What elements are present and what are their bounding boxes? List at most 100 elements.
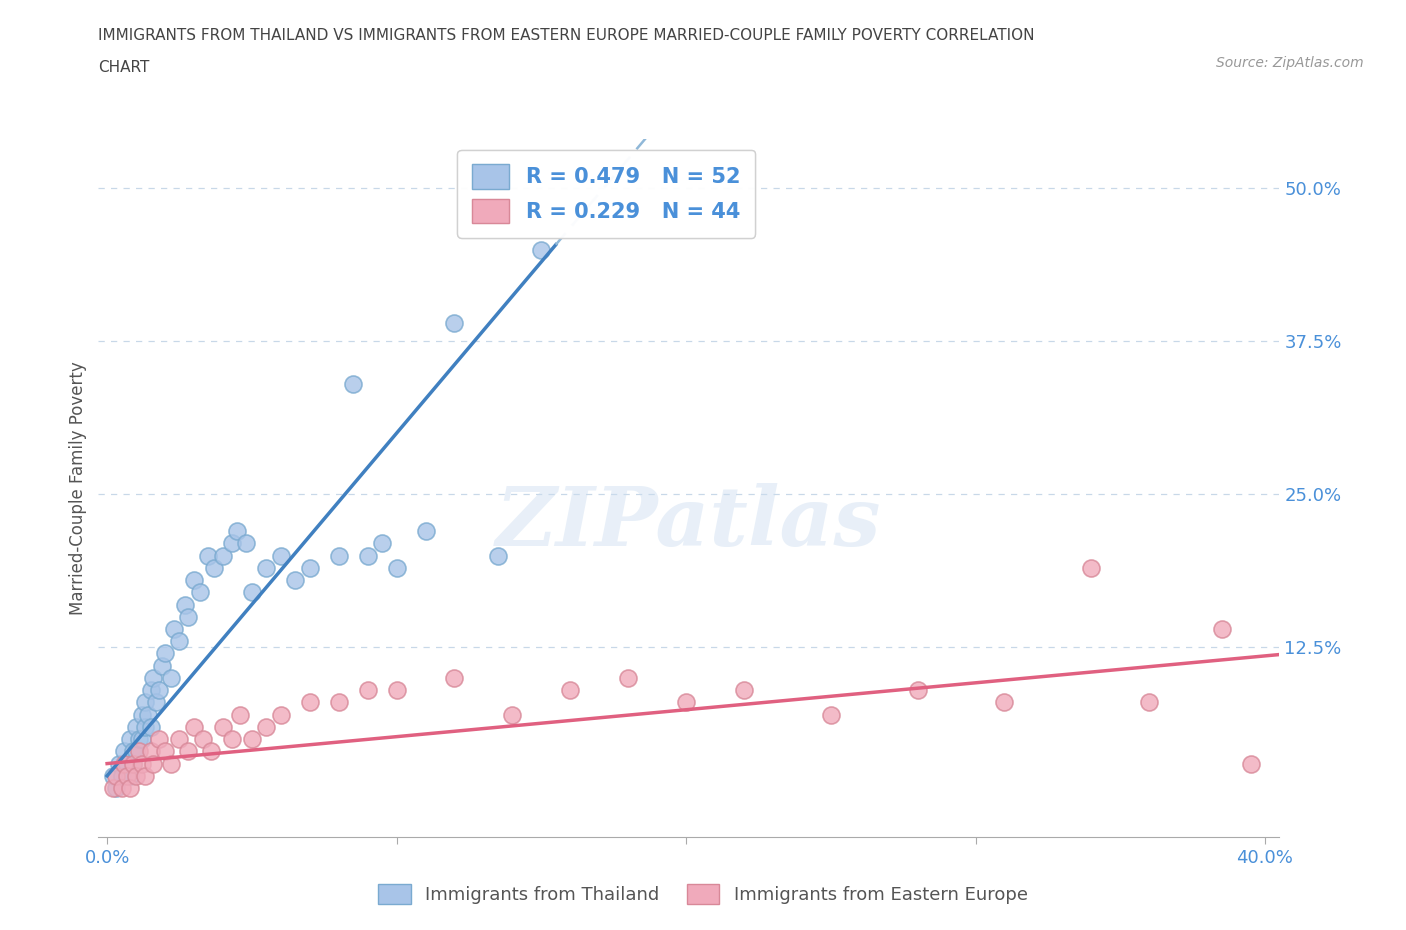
Point (142, 671, 165, 685)
Point (443, 671, 465, 685)
Point (1137, 695, 1160, 710)
Point (270, 548, 292, 563)
Point (560, 683, 582, 698)
Point (240, 732, 263, 747)
Point (128, 732, 150, 747)
Point (134, 695, 156, 710)
Point (107, 756, 129, 771)
Point (342, 377, 364, 392)
Point (385, 561, 408, 576)
Point (139, 720, 162, 735)
Point (328, 695, 350, 710)
Point (114, 756, 136, 771)
Point (120, 768, 142, 783)
Point (183, 720, 205, 735)
Point (117, 768, 139, 783)
Point (139, 744, 162, 759)
Y-axis label: Married-Couple Family Poverty: Married-Couple Family Poverty (69, 362, 87, 615)
Point (142, 756, 165, 771)
Legend: Immigrants from Thailand, Immigrants from Eastern Europe: Immigrants from Thailand, Immigrants fro… (371, 876, 1035, 911)
Point (530, 242, 553, 257)
Point (415, 524, 437, 538)
Point (356, 548, 378, 563)
Point (212, 720, 235, 735)
Text: IMMIGRANTS FROM THAILAND VS IMMIGRANTS FROM EASTERN EUROPE MARRIED-COUPLE FAMILY: IMMIGRANTS FROM THAILAND VS IMMIGRANTS F… (98, 28, 1035, 43)
Point (153, 744, 176, 759)
Point (148, 732, 170, 747)
Text: CHART: CHART (98, 60, 150, 75)
Text: ZIPatlas: ZIPatlas (496, 483, 882, 564)
Point (110, 768, 132, 783)
Point (254, 720, 277, 735)
Point (733, 683, 755, 698)
Point (1239, 756, 1261, 771)
Point (150, 658, 173, 673)
Point (221, 732, 243, 747)
Point (163, 621, 186, 636)
Point (136, 707, 159, 722)
Point (120, 732, 142, 747)
Point (371, 536, 394, 551)
Point (134, 720, 156, 735)
Point (148, 683, 170, 698)
Point (101, 768, 124, 783)
Point (169, 633, 191, 648)
Point (125, 744, 148, 759)
Point (486, 548, 509, 563)
Point (501, 707, 523, 722)
Point (139, 683, 162, 698)
Point (298, 561, 321, 576)
Legend: R = 0.479   N = 52, R = 0.229   N = 44: R = 0.479 N = 52, R = 0.229 N = 44 (457, 150, 755, 238)
Point (212, 548, 235, 563)
Point (125, 768, 148, 783)
Point (202, 561, 225, 576)
Point (675, 695, 697, 710)
Point (131, 756, 153, 771)
Point (191, 732, 214, 747)
Point (169, 732, 191, 747)
Point (188, 585, 211, 600)
Point (177, 744, 200, 759)
Point (125, 720, 148, 735)
Point (235, 536, 257, 551)
Point (114, 744, 136, 759)
Point (240, 585, 263, 600)
Point (226, 524, 249, 538)
Point (145, 695, 167, 710)
Point (122, 756, 145, 771)
Point (229, 707, 252, 722)
Point (131, 707, 153, 722)
Point (993, 695, 1015, 710)
Point (298, 695, 321, 710)
Point (122, 756, 145, 771)
Point (153, 646, 176, 661)
Point (159, 671, 181, 685)
Point (177, 609, 200, 624)
Point (820, 707, 842, 722)
Point (134, 768, 156, 783)
Point (443, 315, 465, 330)
Point (183, 573, 205, 588)
Point (1080, 561, 1102, 576)
Point (117, 756, 139, 771)
Point (284, 573, 307, 588)
Point (120, 780, 142, 795)
Point (122, 744, 145, 759)
Point (1211, 621, 1233, 636)
Point (328, 548, 350, 563)
Point (254, 561, 277, 576)
Point (200, 744, 222, 759)
Point (174, 597, 197, 612)
Point (104, 780, 127, 795)
Point (197, 548, 219, 563)
Point (131, 732, 153, 747)
Point (101, 780, 124, 795)
Point (907, 683, 929, 698)
Point (110, 780, 132, 795)
Point (356, 683, 378, 698)
Text: Source: ZipAtlas.com: Source: ZipAtlas.com (1216, 56, 1364, 70)
Point (159, 756, 181, 771)
Point (385, 683, 408, 698)
Point (128, 744, 150, 759)
Point (617, 671, 640, 685)
